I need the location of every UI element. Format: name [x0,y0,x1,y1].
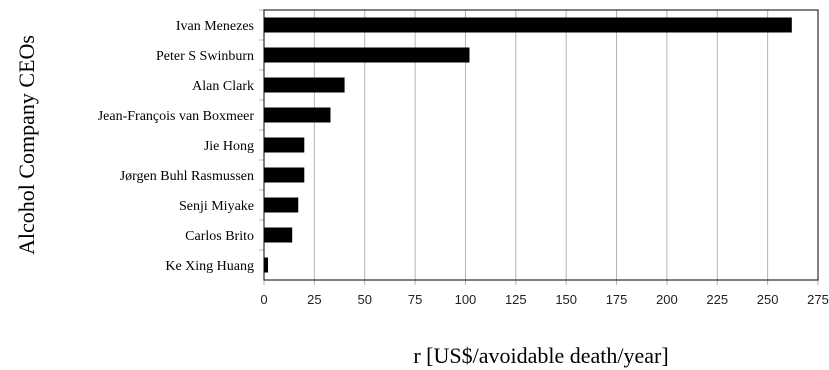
x-tick-labels: 0 25 50 75 100 125 150 175 200 225 250 275 [260,292,828,307]
x-tick-label: 175 [606,292,628,307]
bars [264,17,792,273]
x-tick-label: 250 [757,292,779,307]
x-axis-title: r [US$/avoidable death/year] [413,343,668,368]
bar [264,17,792,33]
bar [264,137,305,153]
bar [264,197,299,213]
bar [264,227,293,243]
x-tick-label: 25 [307,292,321,307]
category-label: Carlos Brito [185,229,254,244]
category-label: Ke Xing Huang [165,259,254,274]
category-labels: Ivan Menezes Peter S Swinburn Alan Clark Je… [98,19,255,274]
x-tick-label: 0 [260,292,267,307]
category-label: Alan Clark [192,79,254,94]
x-tick-label: 275 [807,292,829,307]
category-label: Ivan Menezes [176,19,254,34]
x-tick-label: 100 [455,292,477,307]
plot-frame [263,9,819,281]
x-tick-label: 200 [656,292,678,307]
x-tick-label: 150 [555,292,577,307]
bar [264,257,269,273]
bar [264,167,305,183]
x-tick-label: 75 [408,292,422,307]
x-tick-label: 50 [357,292,371,307]
category-label: Jørgen Buhl Rasmussen [120,169,254,184]
category-label: Senji Miyake [179,199,254,214]
x-tick-label: 125 [505,292,527,307]
y-axis-title: Alcohol Company CEOs [14,35,39,255]
bar [264,77,345,93]
category-label: Peter S Swinburn [156,49,254,64]
bar [264,47,470,63]
category-label: Jean-François van Boxmeer [98,109,255,124]
x-tick-label: 225 [706,292,728,307]
category-label: Jie Hong [204,139,254,154]
bar [264,107,331,123]
